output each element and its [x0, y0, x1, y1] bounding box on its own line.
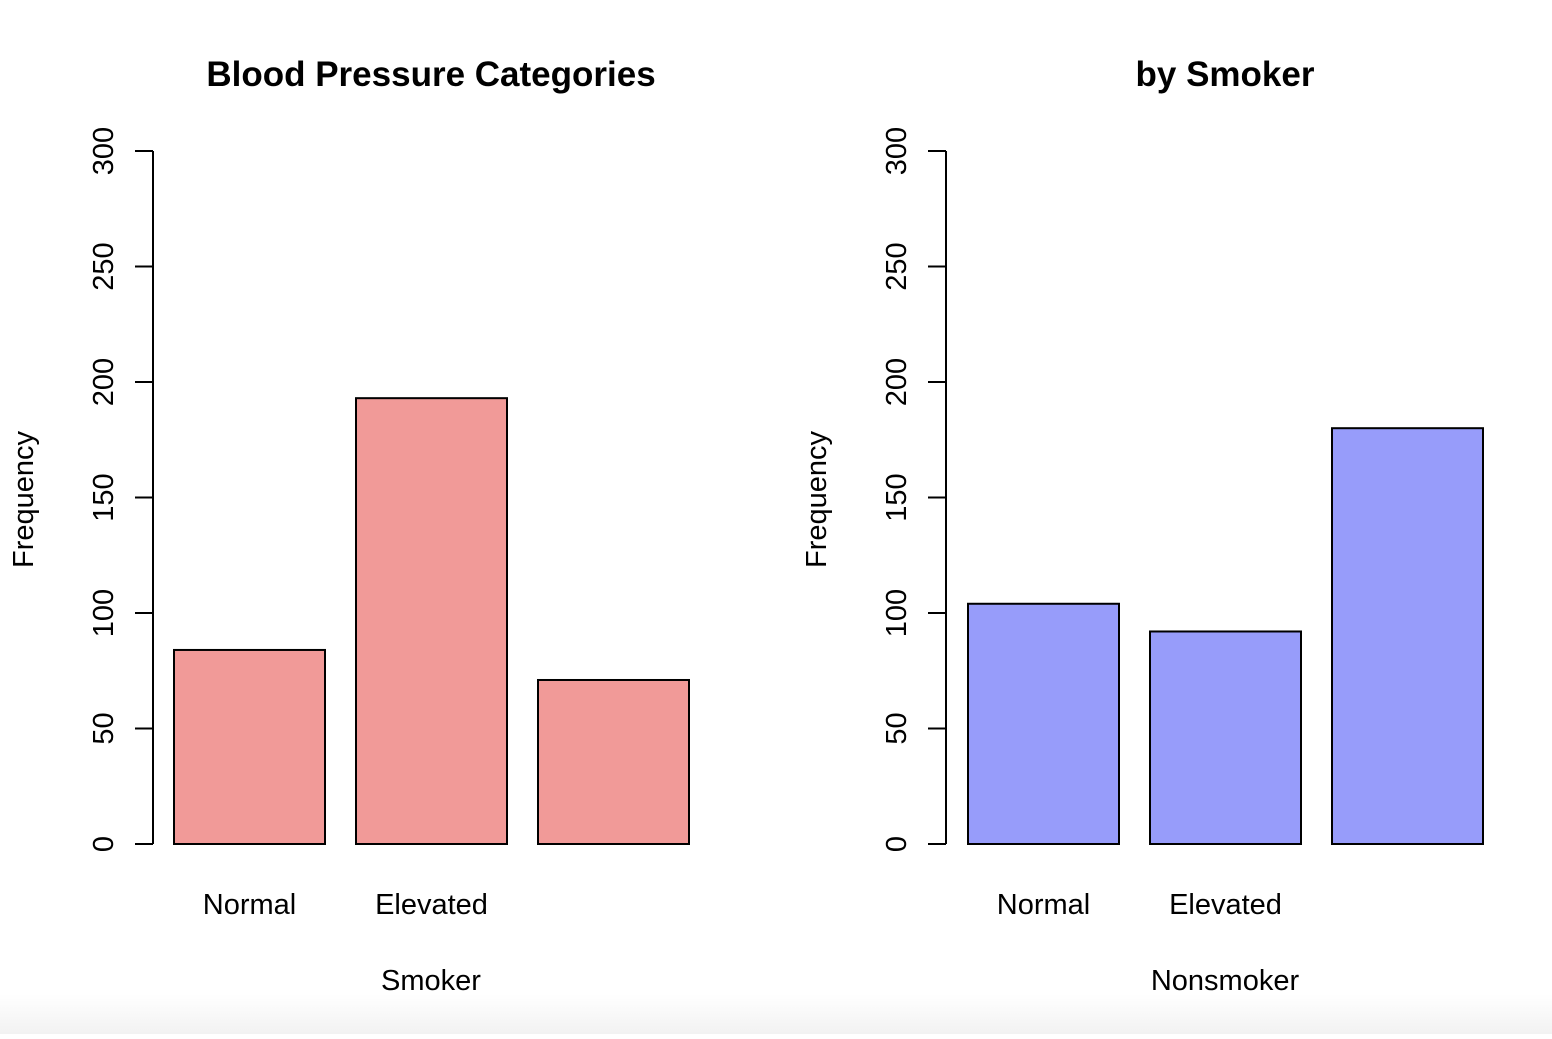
- y-tick-label: 150: [881, 473, 913, 521]
- x-category-label: Normal: [997, 889, 1090, 921]
- bar: [355, 397, 508, 845]
- chart-panel-2: by Smoker 0 50 100 150 200 250 300 Frequency Norm…: [801, 55, 1484, 997]
- y-tick-label: 200: [881, 358, 913, 406]
- window-bottom-edge: [0, 994, 1552, 1034]
- y-tick-label: 300: [88, 127, 120, 175]
- bar: [173, 648, 326, 846]
- x-category-label: Normal: [203, 889, 296, 921]
- y-tick-label: 0: [88, 836, 120, 852]
- chart-title: by Smoker: [1136, 55, 1315, 94]
- bar: [537, 678, 690, 845]
- x-category-label: Elevated: [1169, 889, 1282, 921]
- y-tick-label: 100: [88, 589, 120, 637]
- y-tick-label: 150: [88, 473, 120, 521]
- x-axis-label: Nonsmoker: [1151, 965, 1300, 997]
- y-tick-label: 50: [881, 712, 913, 744]
- y-tick-label: 250: [881, 242, 913, 290]
- x-axis-label: Smoker: [381, 965, 481, 997]
- x-category-label: Elevated: [375, 889, 488, 921]
- bar: [1149, 630, 1302, 845]
- bar: [967, 602, 1120, 846]
- chart-panel-1: Blood Pressure Categories 0 50 100 150 200 250…: [8, 55, 690, 997]
- y-tick-label: 100: [881, 589, 913, 637]
- bar: [1331, 427, 1484, 845]
- y-tick-label: 0: [881, 836, 913, 852]
- y-tick-label: 50: [88, 712, 120, 744]
- y-axis-label: Frequency: [801, 430, 833, 568]
- chart-title: Blood Pressure Categories: [206, 55, 655, 94]
- y-tick-label: 200: [88, 358, 120, 406]
- y-axis-label: Frequency: [8, 430, 40, 568]
- y-tick-label: 250: [88, 242, 120, 290]
- y-tick-label: 300: [881, 127, 913, 175]
